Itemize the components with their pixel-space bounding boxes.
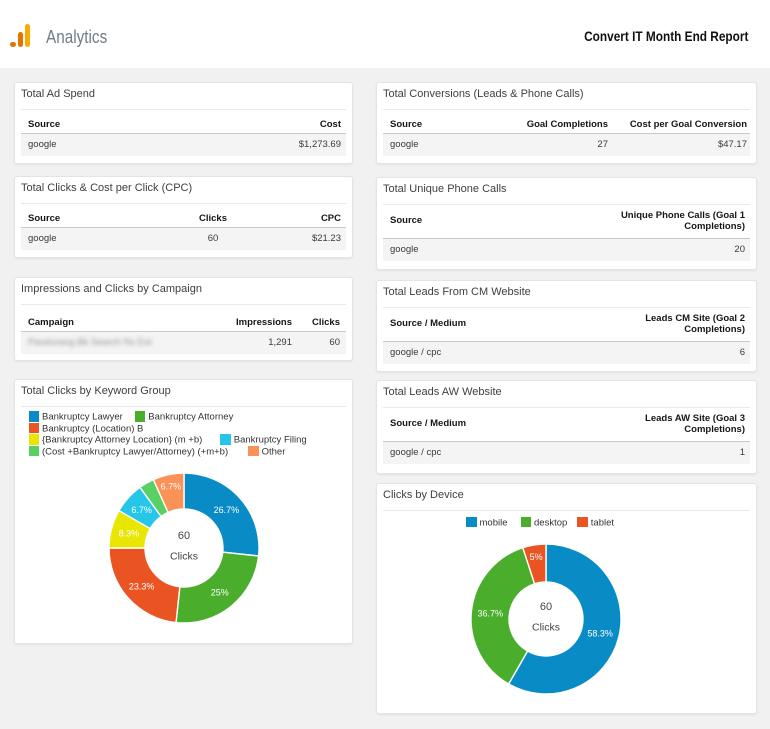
svg-text:6.7%: 6.7% bbox=[131, 505, 152, 515]
svg-text:8.3%: 8.3% bbox=[119, 529, 140, 539]
svg-text:Clicks: Clicks bbox=[170, 551, 198, 563]
svg-text:23.3%: 23.3% bbox=[129, 581, 155, 591]
svg-text:25%: 25% bbox=[211, 588, 229, 598]
svg-text:Clicks: Clicks bbox=[532, 622, 560, 634]
svg-text:26.7%: 26.7% bbox=[214, 505, 240, 515]
svg-text:60: 60 bbox=[540, 601, 552, 613]
svg-text:36.7%: 36.7% bbox=[478, 608, 504, 618]
svg-text:6.7%: 6.7% bbox=[161, 482, 182, 492]
svg-text:58.3%: 58.3% bbox=[587, 629, 613, 639]
svg-text:60: 60 bbox=[178, 530, 190, 542]
svg-text:5%: 5% bbox=[530, 552, 543, 562]
